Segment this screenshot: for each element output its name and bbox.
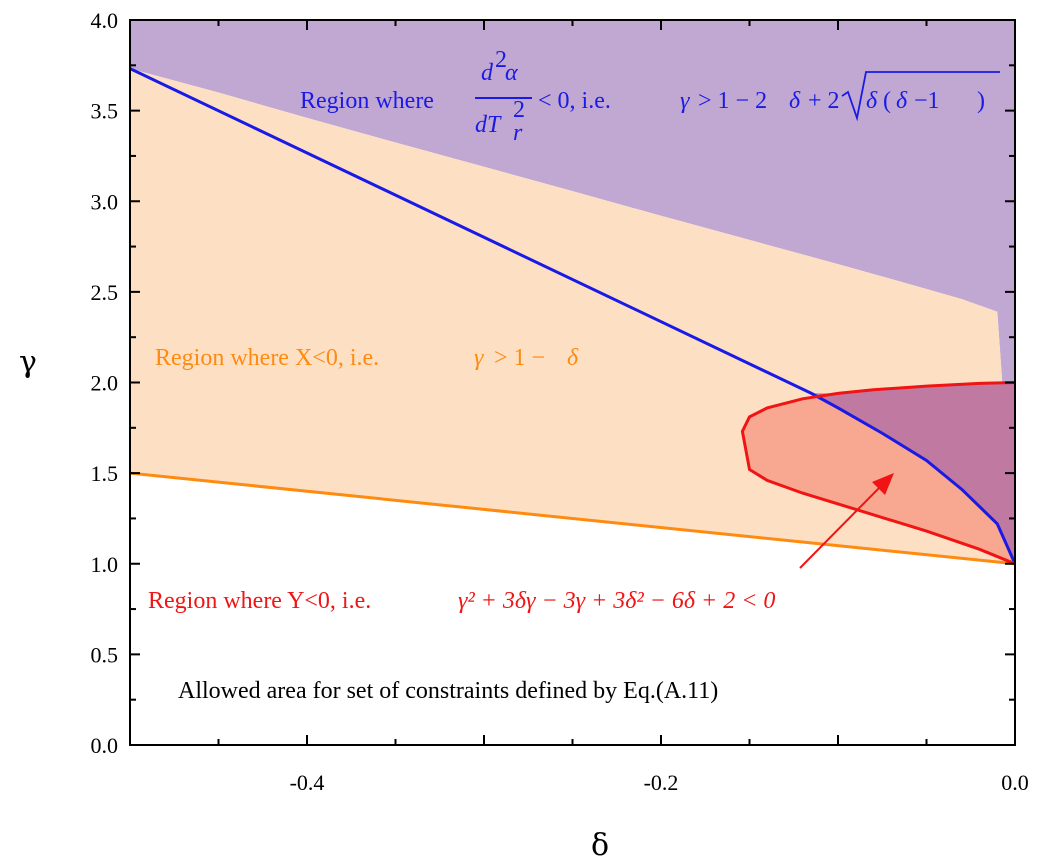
y-tick-label: 2.5 xyxy=(91,280,119,305)
blue-delta1: δ xyxy=(789,88,801,114)
blue-delta2: δ xyxy=(866,88,878,114)
blue-plus2: + 2 xyxy=(808,88,840,114)
blue-frac-den-sub: r xyxy=(513,120,523,146)
red-arrow-shaft xyxy=(799,484,883,569)
blue-frac-den: dT xyxy=(475,112,502,138)
orange-math-gamma: γ xyxy=(474,345,484,371)
blue-gamma: γ xyxy=(680,88,690,114)
blue-minus1: −1 xyxy=(914,88,940,114)
blue-frac-den-exp: 2 xyxy=(513,97,525,123)
y-tick-label: 3.0 xyxy=(91,189,119,214)
blue-region-annotation: Region where d 2 α dT 2 r < 0, i.e. γ > … xyxy=(300,47,1000,146)
y-tick-label: 3.5 xyxy=(91,99,119,124)
orange-annotation-text: Region where X<0, i.e. xyxy=(155,345,379,371)
red-annotation-math: γ² + 3δγ − 3γ + 3δ² − 6δ + 2 < 0 xyxy=(458,588,775,614)
blue-frac-num-alpha: α xyxy=(505,60,518,86)
orange-math-rest: > 1 − xyxy=(494,345,545,371)
axis-tick-labels: -0.4 -0.2 0.0 0.0 0.5 1.0 1.5 2.0 2.5 3.0 3.5 4.0 xyxy=(91,8,1029,795)
x-tick-label: 0.0 xyxy=(1001,770,1029,795)
blue-frac-num-d: d xyxy=(481,60,494,86)
orange-boundary-line xyxy=(130,471,1015,566)
y-tick-label: 0.5 xyxy=(91,642,119,667)
sqrt-sign-icon xyxy=(841,71,1000,122)
blue-frac-num-exp: 2 xyxy=(495,47,507,73)
x-tick-label: -0.4 xyxy=(290,770,325,795)
y-tick-label: 2.0 xyxy=(91,371,119,396)
x-axis-title: δ xyxy=(591,828,609,863)
blue-ineq: > 1 − 2 xyxy=(698,88,767,114)
red-annotation-text: Region where Y<0, i.e. xyxy=(148,588,371,614)
red-boundary-curve xyxy=(740,381,1015,566)
blue-after-frac: < 0, i.e. xyxy=(538,88,611,114)
red-arrow-head-icon xyxy=(872,473,894,495)
x-tick-label: -0.2 xyxy=(644,770,679,795)
y-tick-label: 0.0 xyxy=(91,733,119,758)
red-region-annotation: Region where Y<0, i.e. γ² + 3δγ − 3γ + 3… xyxy=(148,588,775,614)
blue-paren-close: ) xyxy=(977,88,985,114)
y-tick-label: 4.0 xyxy=(91,8,119,33)
purple-region-fill xyxy=(130,20,1015,564)
blue-annotation-prefix: Region where xyxy=(300,88,434,114)
overlap-region-fill xyxy=(811,382,1015,564)
blue-paren-open: ( xyxy=(883,88,891,114)
orange-math-delta: δ xyxy=(567,345,579,371)
y-tick-label: 1.0 xyxy=(91,552,119,577)
blue-delta3: δ xyxy=(896,88,908,114)
orange-region-annotation: Region where X<0, i.e. γ > 1 − δ xyxy=(155,345,579,371)
y-axis-title: γ xyxy=(19,345,37,380)
allowed-area-annotation: Allowed area for set of constraints defi… xyxy=(178,678,718,704)
axis-ticks xyxy=(129,19,1016,746)
y-tick-label: 1.5 xyxy=(91,461,119,486)
